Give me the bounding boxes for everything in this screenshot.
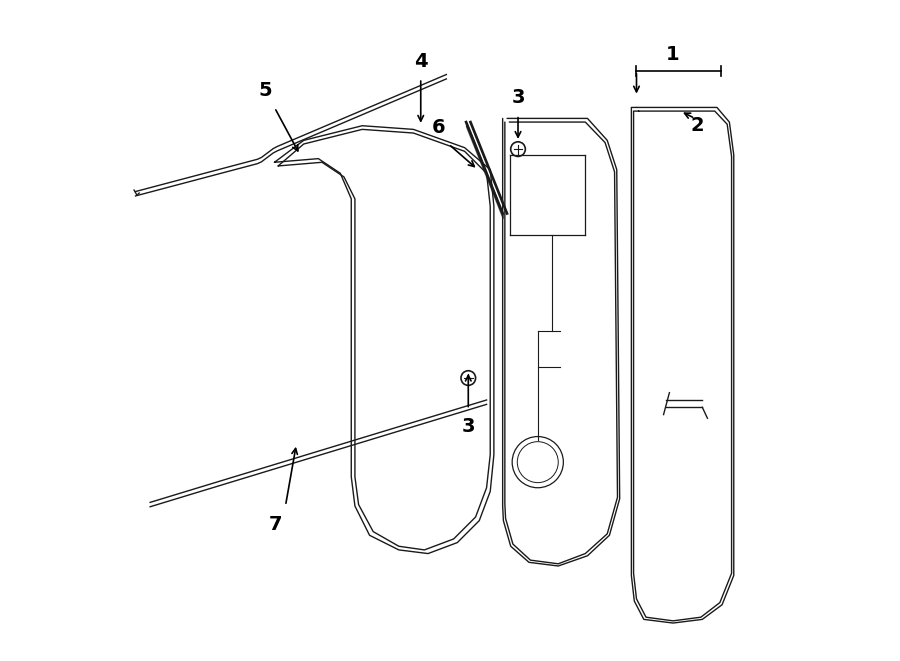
Text: 2: 2: [690, 116, 704, 136]
Text: 4: 4: [414, 52, 427, 71]
Text: 3: 3: [462, 417, 475, 436]
Text: 7: 7: [269, 515, 283, 534]
Text: 5: 5: [259, 81, 273, 100]
Text: 1: 1: [666, 44, 680, 63]
Text: 3: 3: [511, 89, 525, 108]
Text: 6: 6: [432, 118, 446, 137]
